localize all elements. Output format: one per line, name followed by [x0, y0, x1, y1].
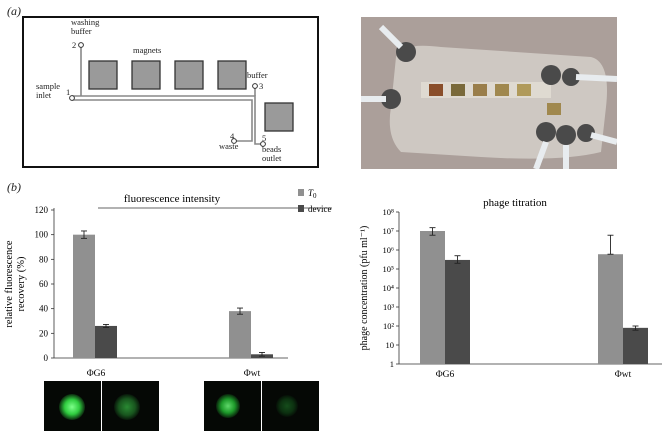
port-2-label: 2: [72, 40, 77, 50]
y-axis-label: relative fluorescencerecovery (%): [4, 240, 27, 327]
x-category-label: ΦG6: [436, 370, 455, 380]
y-tick-label: 1: [390, 359, 394, 369]
micrograph-g6-t0: [44, 381, 101, 431]
micrograph-wt-device: [262, 381, 319, 431]
micrograph-wt-t0: [204, 381, 261, 431]
micrograph-g6-device: [102, 381, 159, 431]
magnets: [88, 60, 294, 132]
legend-swatch-1: [298, 205, 304, 212]
y-tick-label: 100: [35, 230, 49, 240]
y-tick-label: 10⁸: [383, 207, 395, 217]
port-5-label: 5: [262, 133, 267, 143]
bar-device-0: [95, 325, 117, 358]
panel-b-label: (b): [7, 180, 21, 194]
y-axis-label: phage concentration (pfu ml⁻¹): [359, 226, 370, 351]
waste-label: waste: [219, 141, 239, 151]
y-tick-label: 10³: [383, 302, 395, 312]
device-photo-drawing: [361, 17, 617, 169]
chart-title: fluorescence intensity: [124, 193, 221, 205]
magnet: [264, 102, 294, 132]
legend-swatch-0: [298, 189, 304, 196]
legend-label-0: T0: [308, 188, 317, 200]
legend-label-1: device: [308, 204, 331, 214]
device-photo: [361, 17, 617, 169]
bar-T0-0: [420, 231, 445, 364]
port-4: [231, 138, 237, 144]
magnet: [217, 60, 247, 90]
port-2: [78, 42, 84, 48]
channel-network: [72, 46, 262, 145]
port-3: [252, 83, 258, 89]
port-3-label: 3: [259, 81, 264, 91]
chip-schematic: [22, 16, 319, 168]
y-tick-label: 20: [39, 328, 49, 338]
bar-T0-1: [229, 311, 251, 358]
y-tick-label: 40: [39, 304, 49, 314]
y-tick-label: 10⁷: [383, 226, 395, 236]
ports: [69, 42, 266, 147]
magnet: [131, 60, 161, 90]
y-tick-label: 60: [39, 279, 49, 289]
y-tick-label: 10⁴: [383, 283, 395, 293]
x-category-label: Φwt: [615, 370, 632, 380]
magnets-label: magnets: [133, 45, 162, 55]
washing-buffer-label: washing buffer: [71, 17, 100, 36]
bar-device-0: [445, 259, 470, 364]
bar-device-1: [623, 327, 648, 364]
x-category-label: Φwt: [244, 369, 261, 379]
y-tick-label: 0: [44, 353, 49, 363]
buffer-label: buffer: [247, 70, 268, 80]
bar-T0-0: [73, 234, 95, 358]
fluorescence-x-labels: ΦG6 Φwt: [87, 369, 261, 379]
panel-a-label: (a): [7, 4, 21, 18]
port-4-label: 4: [230, 131, 235, 141]
fluorescence-chart: fluorescence intensity 0 20 40 60 80 100 120 rel…: [4, 188, 332, 363]
port-1: [69, 95, 75, 101]
magnet: [88, 60, 118, 90]
phage-titration-chart: phage titration 1 10 10² 10³ 10⁴ 10⁵ 10⁶ 10⁷ 10⁸ p…: [359, 197, 662, 380]
y-tick-label: 10⁵: [383, 264, 395, 274]
sample-inlet-label: sample inlet: [36, 81, 61, 100]
y-tick-label: 120: [35, 205, 49, 215]
y-tick-label: 10⁶: [383, 245, 395, 255]
y-tick-label: 80: [39, 254, 49, 264]
y-tick-label: 10: [386, 340, 395, 350]
beads-outlet-label: beads outlet: [262, 144, 282, 163]
y-tick-label: 10²: [383, 321, 395, 331]
chart-title: phage titration: [483, 197, 547, 209]
port-5: [260, 141, 266, 147]
magnet: [174, 60, 204, 90]
bar-T0-1: [598, 254, 623, 364]
schematic-frame: [22, 16, 319, 168]
x-category-label: ΦG6: [87, 369, 106, 379]
port-1-label: 1: [66, 87, 71, 97]
